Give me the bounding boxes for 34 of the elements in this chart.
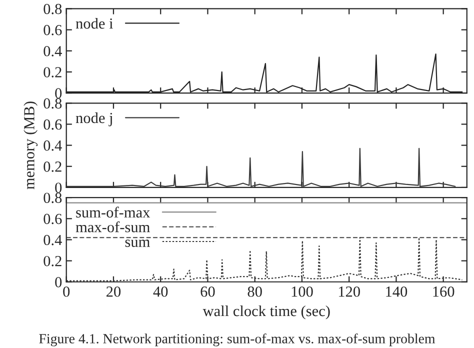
legend-label: node i [76, 18, 113, 29]
legend-label: node j [76, 112, 112, 126]
x-tick-label: 20 [106, 286, 121, 297]
y-tick-label: 0.8 [44, 4, 62, 14]
y-tick-label: 0.2 [44, 256, 62, 266]
y-tick-label: 0 [55, 88, 62, 98]
x-tick-label: 140 [386, 286, 408, 297]
x-tick-label: 0 [63, 286, 70, 297]
x-tick-label: 100 [292, 286, 313, 297]
legend-label: sum [125, 240, 150, 247]
y-tick-label: 0.6 [44, 24, 62, 36]
y-axis-title: memory (MB) [24, 102, 38, 190]
y-tick-label: 0.2 [44, 67, 62, 78]
legend-label: sum-of-max [76, 206, 150, 218]
caption: Figure 4.1. Network partitioning: sum-of-max vs. max-of-sum problem [39, 333, 436, 346]
x-tick-label: 160 [433, 286, 454, 297]
line-series [66, 148, 456, 187]
y-tick-label: 0.2 [44, 162, 62, 172]
x-tick-label: 40 [153, 286, 168, 297]
y-tick-label: 0.8 [44, 192, 62, 204]
y-tick-label: 0 [55, 277, 62, 288]
y-tick-label: 0.4 [44, 140, 62, 151]
y-tick-label: 0.6 [44, 119, 62, 130]
y-tick-label: 0.6 [44, 214, 62, 224]
y-tick-label: 0.4 [44, 234, 62, 246]
legend-label: max-of-sum [76, 221, 150, 232]
x-tick-label: 120 [338, 286, 360, 297]
x-tick-label: 80 [248, 286, 262, 297]
y-tick-label: 0 [55, 182, 62, 193]
line-series [66, 237, 463, 282]
y-tick-label: 0.4 [44, 46, 62, 56]
x-axis-title: wall clock time (sec) [202, 305, 330, 320]
y-tick-label: 0.8 [44, 98, 62, 109]
x-tick-label: 60 [200, 286, 215, 297]
